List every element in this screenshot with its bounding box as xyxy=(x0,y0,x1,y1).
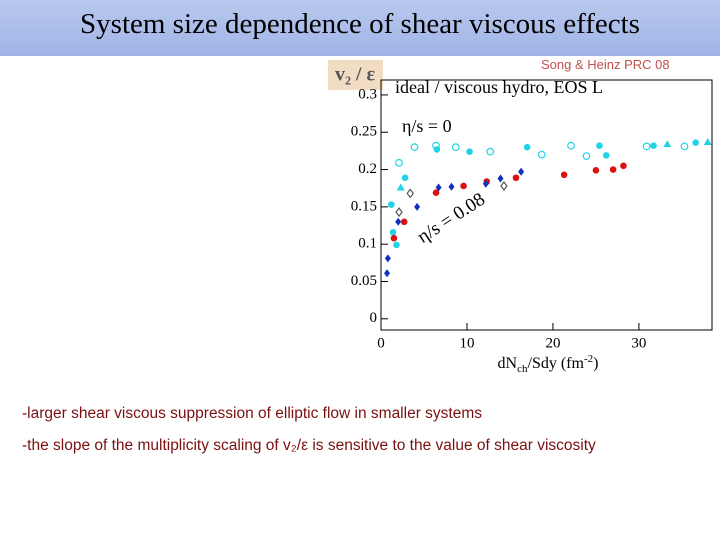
point xyxy=(703,137,712,145)
point xyxy=(680,142,689,151)
bullet: -larger shear viscous suppression of ell… xyxy=(22,405,482,422)
point xyxy=(414,202,421,211)
x-axis-label: dNch/Sdy (fm-2) xyxy=(498,353,599,375)
x-axis-label-part: /Sdy (fm xyxy=(528,355,585,372)
y-axis-label: v₂ / ε xyxy=(335,64,376,86)
point xyxy=(388,201,395,208)
citation: Song & Heinz PRC 08 xyxy=(541,57,670,72)
x-axis-label-part: -2 xyxy=(584,353,593,365)
slide-title: System size dependence of shear viscous … xyxy=(80,8,640,40)
point xyxy=(460,182,467,190)
y-tick-label: 0.15 xyxy=(351,198,377,214)
y-label-box xyxy=(328,60,383,90)
point xyxy=(602,152,610,159)
point xyxy=(500,180,508,191)
bullet: -the slope of the multiplicity scaling o… xyxy=(22,437,596,454)
y-tick-label: 0.05 xyxy=(351,273,377,289)
point xyxy=(466,148,473,155)
x-tick-label: 0 xyxy=(377,335,385,351)
point xyxy=(486,147,495,156)
point xyxy=(512,174,520,182)
point xyxy=(592,166,600,174)
point xyxy=(401,174,409,182)
title-bar xyxy=(0,0,720,56)
y-tick-label: 0.25 xyxy=(351,124,377,140)
point xyxy=(482,179,489,188)
point xyxy=(497,174,504,183)
point xyxy=(395,207,403,218)
x-axis-label-part: dN xyxy=(498,355,518,372)
point xyxy=(395,158,403,167)
point xyxy=(537,150,546,159)
y-tick-label: 0.3 xyxy=(358,86,377,102)
x-tick-label: 30 xyxy=(631,335,646,351)
point xyxy=(389,228,397,236)
annotation: η/s = 0 xyxy=(402,116,452,136)
point xyxy=(692,139,699,146)
point xyxy=(560,171,568,179)
point xyxy=(396,183,405,191)
point xyxy=(393,241,400,249)
point xyxy=(406,188,414,199)
point xyxy=(642,142,651,151)
point xyxy=(448,182,455,191)
y-tick-label: 0.2 xyxy=(358,161,377,177)
point xyxy=(410,143,419,152)
point xyxy=(596,142,603,149)
point xyxy=(451,143,460,152)
point xyxy=(395,217,402,226)
point xyxy=(567,141,575,150)
point xyxy=(663,140,672,148)
x-axis-label-part: ) xyxy=(593,355,598,372)
point xyxy=(523,143,531,151)
point xyxy=(432,141,440,150)
x-axis-label-part: ch xyxy=(517,363,528,375)
point xyxy=(435,183,442,192)
y-tick-label: 0.1 xyxy=(358,236,377,252)
point xyxy=(620,162,627,170)
point xyxy=(609,166,617,173)
y-tick-label: 0 xyxy=(370,310,378,326)
annotation: ideal / viscous hydro, EOS L xyxy=(395,77,603,97)
x-tick-label: 10 xyxy=(459,335,474,351)
point xyxy=(432,189,440,196)
point xyxy=(650,142,657,149)
point xyxy=(400,218,408,226)
point xyxy=(384,254,391,263)
point xyxy=(518,167,525,176)
point xyxy=(390,234,398,242)
point xyxy=(582,152,591,161)
plot-frame xyxy=(380,79,713,331)
x-tick-label: 20 xyxy=(545,335,560,351)
point xyxy=(384,269,391,278)
annotation: η/s = 0.08 xyxy=(414,189,489,248)
